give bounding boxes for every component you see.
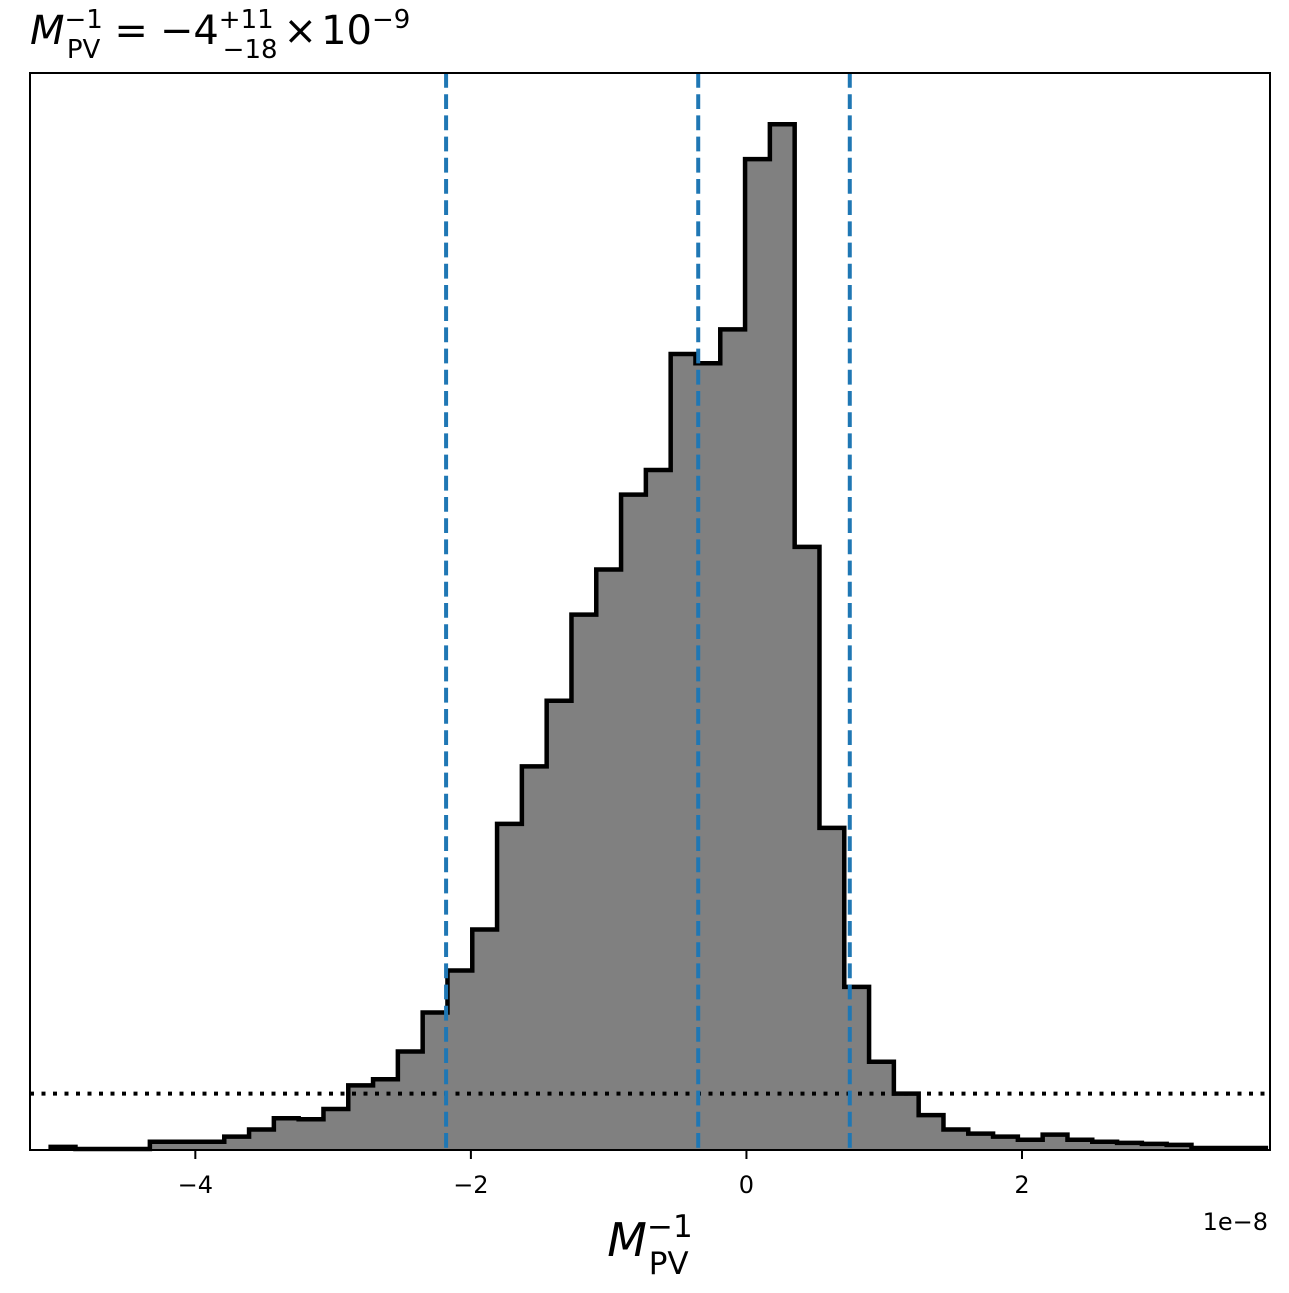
histogram-bar [323, 1108, 349, 1150]
histogram-bar [893, 1093, 920, 1150]
histogram-bar [968, 1133, 994, 1150]
title-median: −4 [160, 8, 219, 54]
title-base: 10 [321, 8, 372, 54]
plot-area [30, 73, 1270, 1152]
histogram-bar [199, 1141, 225, 1150]
histogram-bar [1092, 1141, 1118, 1150]
histogram-bar [720, 329, 746, 1150]
histogram-bar [422, 1012, 448, 1150]
histogram-bar [745, 159, 771, 1150]
histogram-bar [943, 1129, 969, 1150]
histogram-outline [48, 122, 1269, 1152]
histogram-bar [769, 124, 796, 1150]
histogram-bar [447, 970, 473, 1150]
histogram-bar [373, 1079, 399, 1150]
histogram-bar [249, 1129, 275, 1150]
histogram-bar [918, 1115, 944, 1150]
histogram-bar [1042, 1134, 1068, 1150]
histogram-bar [472, 929, 498, 1150]
title-err-plus: +11 [219, 5, 274, 35]
title-err-minus: −18 [223, 35, 278, 65]
histogram-bar [645, 469, 672, 1150]
title-equals: = [114, 8, 148, 54]
histogram-bar [1117, 1142, 1143, 1150]
histogram-bar [348, 1085, 374, 1150]
x-axis-ticks: −4 −2 0 2 [178, 1150, 1030, 1199]
x-axis-label: M−1 PV [607, 1209, 692, 1282]
x-tick-label: −2 [453, 1171, 488, 1199]
histogram-bar [397, 1051, 424, 1150]
histogram-bar [273, 1118, 300, 1150]
axes-frame [29, 72, 1271, 1151]
histogram-bar [546, 700, 572, 1150]
histogram-bar [298, 1119, 324, 1150]
histogram-bar [621, 494, 647, 1150]
histogram-bar [224, 1136, 250, 1150]
histogram-bar [819, 827, 845, 1150]
histogram-bar [149, 1141, 176, 1150]
histogram-bar [497, 823, 523, 1150]
x-axis-label-sub: PV [649, 1246, 689, 1282]
x-axis-label-sup: −1 [647, 1209, 693, 1245]
histogram-bar [1141, 1143, 1168, 1150]
histogram-bar [993, 1136, 1019, 1150]
histogram-bar [1017, 1139, 1044, 1150]
histogram-bar [571, 614, 597, 1150]
histogram-bar [174, 1141, 200, 1150]
x-tick-label: 2 [1014, 1171, 1029, 1199]
title-variable-sup: −1 [65, 5, 103, 35]
histogram-bar [596, 569, 622, 1150]
x-axis-label-variable: M [607, 1213, 647, 1267]
histogram-bar [521, 766, 548, 1150]
x-offset-label: 1e−8 [1203, 1208, 1268, 1236]
title-variable-sub: PV [67, 35, 101, 65]
x-tick-label: −4 [178, 1171, 213, 1199]
title-times: × [284, 8, 318, 54]
title-exponent: −9 [372, 5, 410, 35]
chart-title: M−1 PV = −4+11 −18 × 10−9 [30, 5, 410, 65]
x-tick-label: 0 [739, 1171, 754, 1199]
histogram-bar [1166, 1144, 1192, 1150]
histogram-bar [794, 546, 820, 1150]
histogram-bar [1067, 1139, 1093, 1150]
title-variable: M [30, 8, 65, 54]
histogram-bar [670, 354, 696, 1150]
histogram-bar [869, 1061, 895, 1150]
